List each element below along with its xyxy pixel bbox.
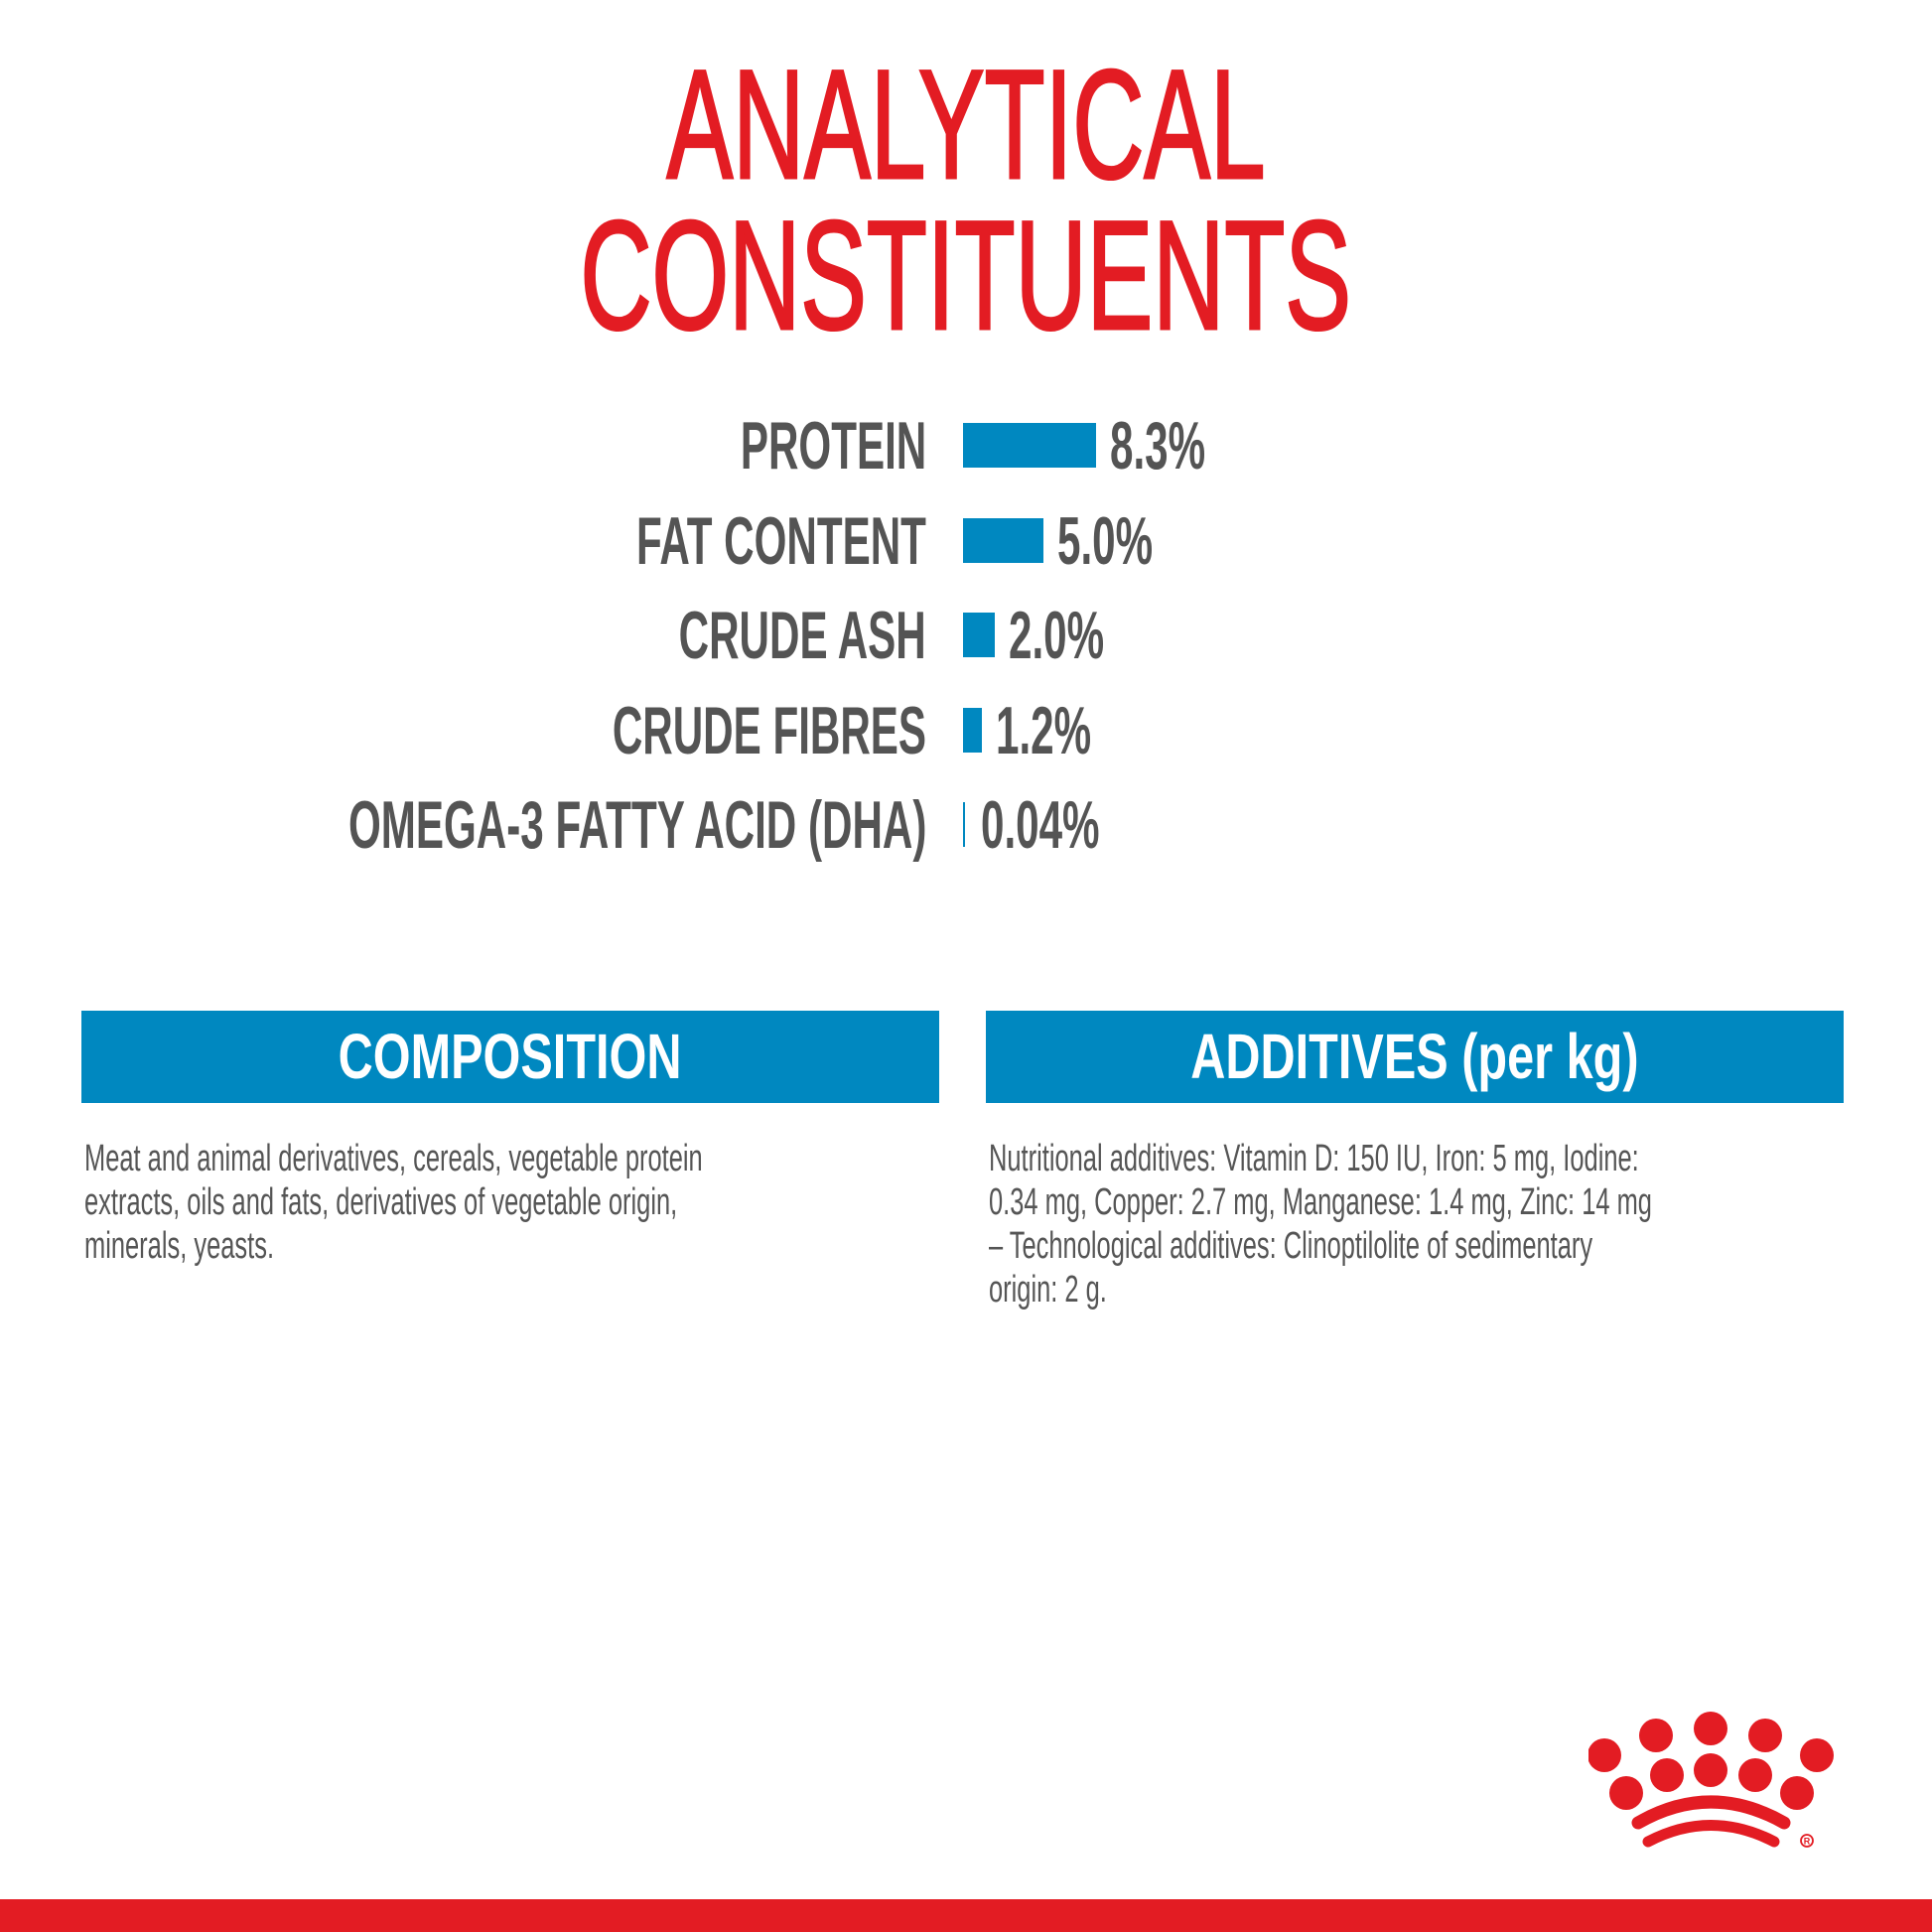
chart-row: CRUDE ASH 2.0% [0,598,1932,673]
bar [963,802,965,847]
chart-row: FAT CONTENT 5.0% [0,502,1932,579]
category-label: OMEGA-3 FATTY ACID (DHA) [347,787,926,863]
bar [963,517,1043,563]
composition-line: extracts, oils and fats, derivatives of … [84,1181,678,1223]
value-label: 8.3% [1110,408,1206,483]
composition-line: Meat and animal derivatives, cereals, ve… [84,1138,703,1179]
title-line-1: ANALYTICAL [666,39,1267,211]
title-line-2: CONSTITUENTS [580,190,1352,362]
value-label: 5.0% [1057,502,1154,579]
bar [963,423,1097,468]
additives-text: Nutritional additives: Vitamin D: 150 IU… [989,1137,1932,1311]
category-label: FAT CONTENT [636,502,926,579]
bottom-brand-bar [0,1899,1932,1932]
registered-mark: R [1804,1837,1811,1847]
chart-row: PROTEIN 8.3% [0,408,1932,483]
bar [963,707,983,753]
chart-row: CRUDE FIBRES 1.2% [0,692,1932,768]
additives-line: Nutritional additives: Vitamin D: 150 IU… [989,1138,1639,1179]
additives-line: 0.34 mg, Copper: 2.7 mg, Manganese: 1.4 … [989,1181,1652,1223]
value-label: 1.2% [996,692,1092,768]
bar [963,613,996,657]
additives-line: origin: 2 g. [989,1269,1107,1311]
value-label: 0.04% [980,787,1100,863]
category-label: CRUDE ASH [678,598,926,673]
royal-canin-crown-logo-icon: R [1588,1712,1834,1848]
category-label: CRUDE FIBRES [612,692,926,768]
chart-row: OMEGA-3 FATTY ACID (DHA) 0.04% [0,787,1932,863]
composition-line: minerals, yeasts. [84,1225,275,1267]
composition-text: Meat and animal derivatives, cereals, ve… [84,1137,1007,1268]
additives-header: ADDITIVES (per kg) [986,1011,1844,1103]
category-label: PROTEIN [740,408,926,483]
composition-header: COMPOSITION [81,1011,939,1103]
value-label: 2.0% [1009,598,1105,673]
additives-line: – Technological additives: Clinoptilolit… [989,1225,1593,1267]
